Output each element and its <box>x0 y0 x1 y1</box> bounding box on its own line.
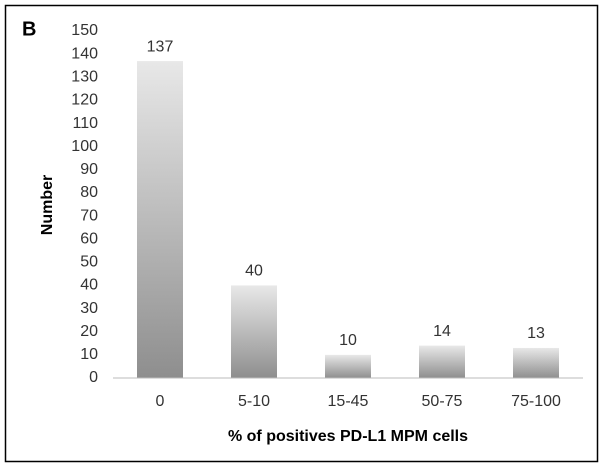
y-tick-label: 30 <box>80 300 98 317</box>
y-axis-label: Number <box>39 175 56 235</box>
y-tick-label: 150 <box>71 22 98 39</box>
data-label: 137 <box>147 38 174 55</box>
y-tick-label: 90 <box>80 161 98 178</box>
data-label: 10 <box>339 332 357 349</box>
y-tick-label: 120 <box>71 92 98 109</box>
x-tick-label: 50-75 <box>422 393 463 410</box>
panel-label: B <box>22 18 36 40</box>
y-tick-label: 60 <box>80 230 98 247</box>
data-label: 14 <box>433 323 451 340</box>
bar <box>137 61 183 378</box>
y-tick-label: 100 <box>71 138 98 155</box>
y-tick-label: 10 <box>80 346 98 363</box>
data-label: 13 <box>527 325 545 342</box>
x-tick-label: 0 <box>156 393 165 410</box>
y-tick-label: 50 <box>80 254 98 271</box>
y-tick-label: 70 <box>80 207 98 224</box>
x-tick-label: 75-100 <box>511 393 561 410</box>
y-tick-label: 20 <box>80 323 98 340</box>
x-tick-label: 15-45 <box>328 393 369 410</box>
data-label: 40 <box>245 263 263 280</box>
y-tick-label: 110 <box>72 115 98 132</box>
y-tick-label: 80 <box>80 184 98 201</box>
y-tick-label: 140 <box>71 45 98 62</box>
bar <box>231 285 277 378</box>
bar <box>419 345 465 378</box>
x-axis-label: % of positives PD-L1 MPM cells <box>228 428 468 445</box>
frame <box>4 4 599 463</box>
bar <box>325 354 371 378</box>
y-tick-label: 130 <box>71 68 98 85</box>
y-tick-label: 40 <box>80 277 98 294</box>
y-tick-label: 0 <box>89 369 98 386</box>
bar <box>513 347 559 378</box>
x-tick-label: 5-10 <box>238 393 270 410</box>
